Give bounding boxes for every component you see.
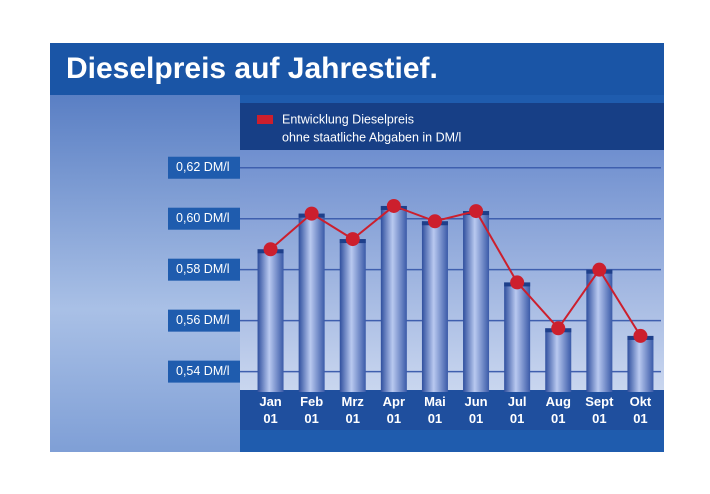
- point: [469, 204, 484, 219]
- bar: [257, 249, 284, 392]
- x-tick-label: Mrz 01: [341, 394, 364, 426]
- bar: [586, 269, 613, 392]
- legend-swatch: [257, 115, 273, 124]
- x-tick-label: Apr 01: [382, 394, 406, 426]
- chart-title: Dieselpreis auf Jahrestief.: [66, 52, 438, 85]
- point: [551, 321, 566, 336]
- y-tick-label: 0,58 DM/l: [176, 262, 230, 276]
- legend-label: Entwicklung Dieselpreis: [282, 112, 414, 126]
- bar: [421, 221, 448, 392]
- legend-band: [240, 103, 664, 150]
- point: [263, 242, 278, 257]
- x-tick-label: Okt 01: [629, 394, 652, 426]
- title-band: [50, 43, 664, 95]
- y-tick-label: 0,62 DM/l: [176, 160, 230, 174]
- y-tick-box: [168, 156, 240, 179]
- y-tick-box: [168, 258, 240, 281]
- bar: [339, 239, 366, 392]
- line: [269, 204, 642, 337]
- chart-subtitle: ohne staatliche Abgaben in DM/l: [282, 130, 461, 144]
- bar: [545, 328, 572, 392]
- y-tick-label: 0,54 DM/l: [176, 364, 230, 378]
- y-tick-label: 0,60 DM/l: [176, 211, 230, 225]
- point: [345, 232, 360, 247]
- y-tick-box: [168, 207, 240, 230]
- x-tick-label: Feb 01: [300, 394, 324, 426]
- point: [427, 214, 442, 229]
- y-tick-box: [168, 360, 240, 383]
- bar: [504, 282, 531, 392]
- bar: [380, 205, 407, 392]
- legend: Entwicklung Dieselpreis ohne staatliche …: [257, 112, 461, 144]
- x-tick-label: Mai 01: [424, 394, 446, 426]
- x-tick-label: Jan 01: [259, 394, 282, 426]
- x-tick-label: Jun 01: [464, 394, 488, 426]
- point: [386, 198, 401, 213]
- point: [633, 328, 648, 343]
- y-tick-label: 0,56 DM/l: [176, 313, 230, 327]
- bar: [627, 335, 654, 392]
- x-tick-label: Sept 01: [585, 394, 614, 426]
- x-tick-label: Aug 01: [545, 394, 571, 426]
- bar: [298, 213, 325, 392]
- y-tick-box: [168, 309, 240, 332]
- point: [304, 206, 319, 221]
- point: [592, 262, 607, 277]
- x-tick-label: Jul 01: [507, 394, 527, 426]
- bar: [463, 211, 490, 392]
- point: [510, 275, 525, 290]
- axis-band: [240, 390, 664, 430]
